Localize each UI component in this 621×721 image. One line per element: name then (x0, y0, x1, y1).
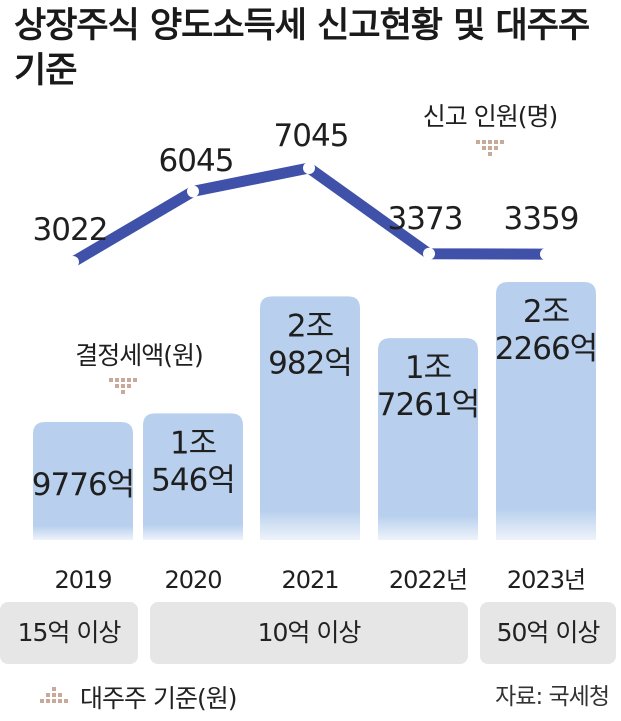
line-point (187, 185, 199, 198)
bar-value-label: 2조 (523, 294, 569, 330)
chart-area: 9776억20191조546억20202조982억20211조7261억2022… (32, 102, 598, 594)
source-note: 자료: 국세청 (495, 684, 610, 710)
x-tick-label: 2021 (281, 566, 338, 594)
line-series-label: 신고 인원(명) (423, 102, 557, 131)
threshold-legend-label: 대주주 기준(원) (80, 684, 237, 713)
series-marker-icon (109, 378, 137, 394)
x-tick-label: 2019 (54, 566, 111, 594)
line-series (67, 162, 552, 268)
bar-2022년 (378, 338, 478, 540)
line-point (423, 247, 435, 260)
bar-2019 (33, 422, 133, 540)
threshold-band-1: 15억 이상 (0, 602, 138, 664)
line-value-label: 6045 (159, 143, 234, 179)
bar-2023년 (496, 282, 596, 540)
line-value-label: 3359 (504, 201, 579, 237)
bar-value-label: 7261억 (377, 387, 479, 423)
threshold-legend-marker-icon (40, 687, 68, 703)
bar-value-label: 2266억 (495, 331, 597, 367)
line-point (67, 256, 79, 268)
line-value-label: 3022 (33, 212, 108, 248)
x-tick-label: 2020 (164, 566, 221, 594)
threshold-band-3: 50억 이상 (480, 602, 616, 664)
bar-value-label: 2조 (287, 308, 333, 344)
x-tick-label: 2023년 (507, 566, 585, 594)
line-point (303, 162, 315, 174)
series-marker-icon (476, 140, 504, 156)
chart-title: 상장주식 양도소득세 신고현황 및 대주주 기준 (14, 6, 590, 91)
bar-value-label: 9776억 (32, 467, 134, 503)
threshold-band-2: 10억 이상 (150, 602, 468, 664)
bar-value-label: 1조 (170, 425, 216, 461)
threshold-legend: 대주주 기준(원) (38, 678, 237, 716)
x-tick-label: 2022년 (389, 566, 467, 594)
bar-value-label: 982억 (268, 345, 352, 381)
line-point (540, 248, 552, 261)
bar-value-label: 546억 (151, 462, 235, 498)
bar-2021 (260, 296, 360, 540)
bar-series-label: 결정세액(원) (75, 341, 203, 370)
bar-2020 (143, 413, 243, 540)
line-value-label: 7045 (274, 118, 349, 154)
line-value-label: 3373 (388, 201, 463, 237)
bar-value-label: 1조 (405, 350, 451, 386)
